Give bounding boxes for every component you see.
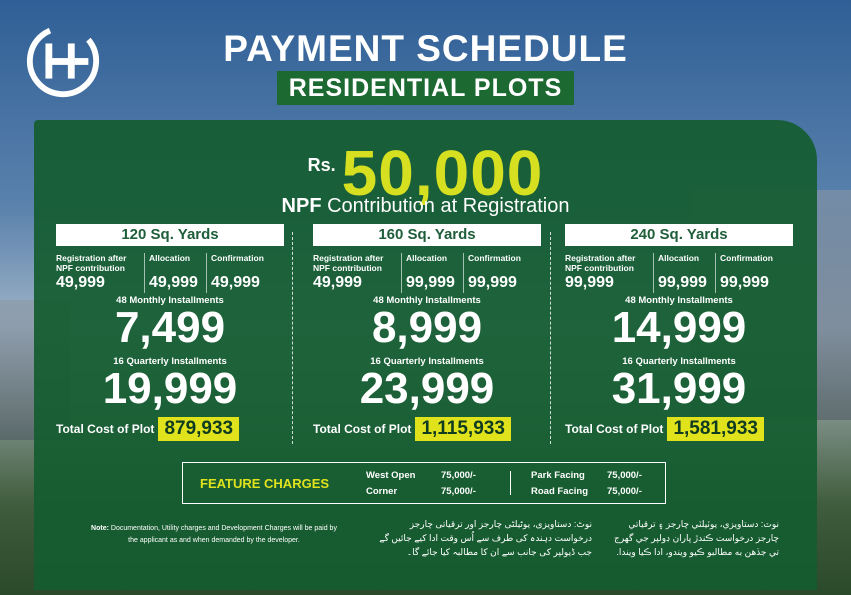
allocation-phase: Allocation 49,999 [144, 253, 206, 293]
monthly-label: 48 Monthly Installments [116, 295, 224, 306]
monthly-label: 48 Monthly Installments [373, 295, 481, 306]
feature-corner-value: 75,000/- [441, 486, 476, 497]
confirmation-phase: Confirmation 99,999 [463, 253, 535, 293]
registration-label: Registration after NPF contribution [565, 253, 636, 273]
brand-logo-icon [26, 24, 100, 98]
note-text: Documentation, Utility charges and Devel… [108, 525, 337, 544]
registration-phase: Registration after NPF contribution 49,9… [56, 253, 144, 293]
contribution-label: Contribution at Registration [321, 195, 570, 217]
page-subtitle: RESIDENTIAL PLOTS [276, 71, 575, 105]
total-cost-value: 1,115,933 [415, 417, 511, 441]
feature-park-facing-label: Park Facing [531, 470, 585, 481]
npf-label: NPF [281, 195, 322, 217]
confirmation-phase: Confirmation 49,999 [206, 253, 278, 293]
english-note: Note: Documentation, Utility charges and… [89, 523, 339, 547]
column-divider [292, 232, 293, 444]
plan-column-240: 240 Sq. Yards Registration after NPF con… [565, 224, 793, 446]
monthly-value: 14,999 [611, 303, 747, 352]
feature-charges-box: FEATURE CHARGES West Open 75,000/- Corne… [182, 462, 666, 504]
schedule-panel [34, 120, 817, 590]
confirmation-phase: Confirmation 99,999 [715, 253, 787, 293]
feature-corner-label: Corner [366, 486, 398, 497]
total-cost-row: Total Cost of Plot 1,581,933 [565, 417, 793, 441]
registration-phase: Registration after NPF contribution 99,9… [565, 253, 653, 293]
quarterly-label: 16 Quarterly Installments [370, 356, 484, 367]
page-title: PAYMENT SCHEDULE [223, 28, 628, 69]
plan-column-120: 120 Sq. Yards Registration after NPF con… [56, 224, 284, 446]
feature-divider [510, 471, 511, 495]
total-cost-value: 879,933 [158, 417, 240, 441]
registration-value: 99,999 [565, 274, 614, 291]
confirmation-value: 99,999 [720, 274, 769, 291]
registration-phase: Registration after NPF contribution 49,9… [313, 253, 401, 293]
feature-road-facing-label: Road Facing [531, 486, 589, 497]
quarterly-value: 31,999 [611, 364, 747, 413]
total-cost-row: Total Cost of Plot 1,115,933 [313, 417, 541, 441]
allocation-value: 99,999 [658, 274, 707, 291]
registration-caption: NPF Contribution at Registration [0, 195, 851, 218]
registration-amount-value: 50,000 [341, 137, 544, 209]
monthly-label: 48 Monthly Installments [625, 295, 733, 306]
confirmation-value: 49,999 [211, 274, 260, 291]
note-label: Note: [91, 525, 109, 532]
quarterly-value: 23,999 [359, 364, 495, 413]
plan-size-header: 160 Sq. Yards [313, 224, 541, 246]
allocation-value: 99,999 [406, 274, 455, 291]
quarterly-label: 16 Quarterly Installments [622, 356, 736, 367]
registration-label: Registration after NPF contribution [313, 253, 384, 273]
registration-amount: Rs.50,000 [0, 136, 851, 210]
sindhi-note: نوٽ: دستاويزي، يوٽيلٽي چارجز ۽ ترقياتي چ… [614, 519, 779, 557]
plan-size-header: 120 Sq. Yards [56, 224, 284, 246]
monthly-value: 8,999 [371, 303, 483, 352]
confirmation-label: Confirmation [211, 253, 264, 263]
total-cost-label: Total Cost of Plot [565, 422, 664, 436]
allocation-label: Allocation [406, 253, 448, 263]
registration-value: 49,999 [313, 274, 362, 291]
registration-value: 49,999 [56, 274, 105, 291]
confirmation-label: Confirmation [720, 253, 773, 263]
total-cost-row: Total Cost of Plot 879,933 [56, 417, 284, 441]
total-cost-label: Total Cost of Plot [313, 422, 412, 436]
total-cost-label: Total Cost of Plot [56, 422, 155, 436]
urdu-note: نوٹ: دستاویزی، یوٹیلٹی چارجز اور ترقیاتی… [379, 519, 592, 557]
quarterly-value: 19,999 [102, 364, 238, 413]
feature-road-facing-value: 75,000/- [607, 486, 642, 497]
confirmation-label: Confirmation [468, 253, 521, 263]
column-divider [550, 232, 551, 444]
total-cost-value: 1,581,933 [667, 417, 764, 441]
allocation-label: Allocation [149, 253, 191, 263]
feature-park-facing-value: 75,000/- [607, 470, 642, 481]
allocation-value: 49,999 [149, 274, 198, 291]
feature-west-open-value: 75,000/- [441, 470, 476, 481]
allocation-label: Allocation [658, 253, 700, 263]
allocation-phase: Allocation 99,999 [653, 253, 715, 293]
confirmation-value: 99,999 [468, 274, 517, 291]
quarterly-label: 16 Quarterly Installments [113, 356, 227, 367]
currency-label: Rs. [307, 155, 336, 175]
registration-label: Registration after NPF contribution [56, 253, 127, 273]
feature-west-open-label: West Open [366, 470, 416, 481]
plan-size-header: 240 Sq. Yards [565, 224, 793, 246]
feature-charges-heading: FEATURE CHARGES [200, 476, 330, 491]
plan-column-160: 160 Sq. Yards Registration after NPF con… [313, 224, 541, 446]
allocation-phase: Allocation 99,999 [401, 253, 463, 293]
monthly-value: 7,499 [114, 303, 226, 352]
